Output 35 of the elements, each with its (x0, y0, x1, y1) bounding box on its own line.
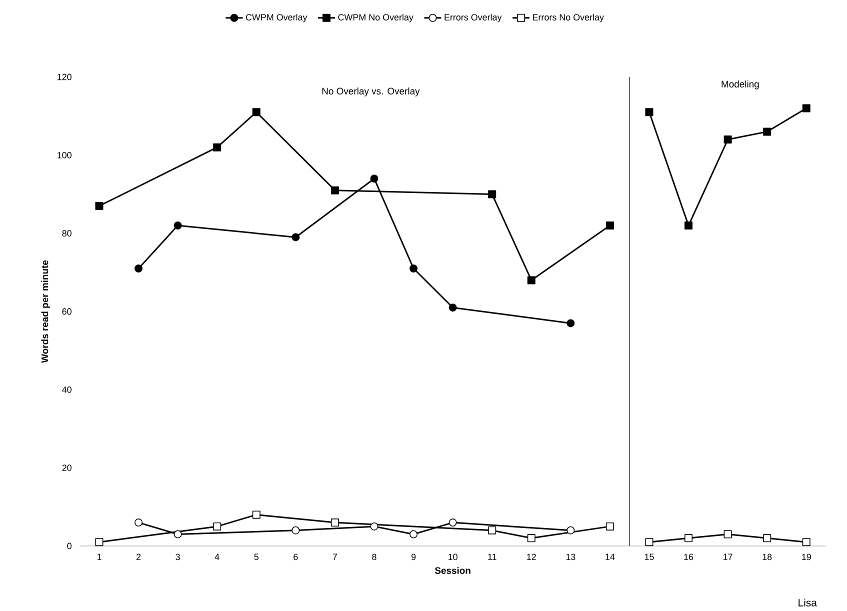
y-tick-label: 60 (62, 308, 72, 315)
y-tick-label: 0 (67, 542, 72, 550)
x-tick-label: 13 (566, 554, 576, 560)
annotation: No Overlay vs. Overlay (322, 88, 420, 96)
x-tick-label: 18 (762, 554, 772, 560)
y-tick-label: 120 (58, 74, 72, 80)
legend-label: Errors Overlay (444, 14, 502, 22)
legend-label: CWPM Overlay (246, 14, 308, 22)
x-tick-label: 9 (411, 554, 416, 560)
y-tick-label: 80 (62, 230, 72, 236)
x-tick-label: 16 (684, 554, 694, 560)
x-tick-label: 10 (448, 554, 458, 560)
x-tick-label: 15 (644, 554, 654, 560)
x-tick-label: 8 (372, 554, 376, 560)
x-tick-label: 6 (294, 554, 298, 560)
x-tick-label: 14 (606, 554, 615, 560)
x-tick-label: 3 (176, 554, 180, 560)
y-axis-title: Words read per minute (41, 260, 50, 363)
x-axis-title: Session (434, 566, 470, 574)
x-tick-label: 4 (214, 554, 220, 560)
text: Lisa (798, 598, 817, 606)
x-tick-label: 11 (488, 554, 496, 560)
y-tick-label: 40 (62, 386, 72, 393)
legend-label: Errors No Overlay (532, 14, 604, 22)
x-tick-label: 17 (724, 554, 732, 560)
x-tick-label: 2 (136, 554, 141, 560)
legend-label: CWPM No Overlay (338, 14, 414, 22)
x-tick-label: 1 (97, 554, 102, 560)
annotation: Modeling (722, 80, 759, 90)
y-tick-label: 100 (58, 152, 72, 158)
y-tick-label: 20 (62, 464, 72, 471)
x-tick-label: 5 (254, 554, 259, 560)
x-tick-label: 12 (527, 554, 536, 560)
x-tick-label: 19 (802, 554, 811, 560)
x-tick-label: 7 (332, 554, 337, 560)
